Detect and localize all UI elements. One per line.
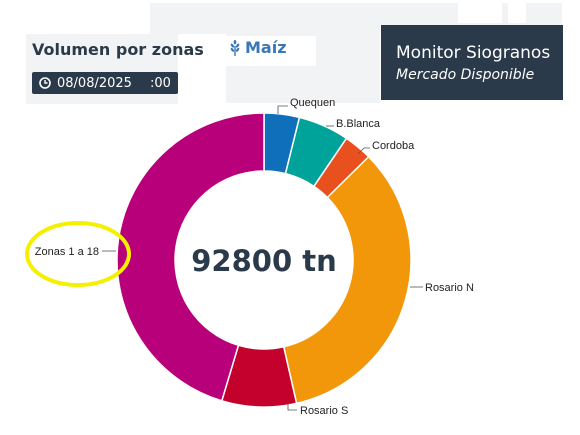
slice-label: Quequen [290, 97, 335, 109]
donut-slice-rosario-n[interactable] [282, 155, 412, 405]
slice-label: Zonas 1 a 18 [35, 246, 99, 258]
slice-label: B.Blanca [336, 118, 381, 130]
date-badge: 08/08/2025 :00 [32, 72, 178, 94]
wheat-icon [230, 39, 240, 56]
commodity-label: Maíz [245, 38, 287, 57]
brand-box: Monitor Siogranos Mercado Disponible [381, 25, 563, 100]
slice-label: Rosario N [425, 282, 474, 294]
donut-slice-zonas-1-a-18[interactable] [116, 112, 265, 402]
slice-connector-line [357, 147, 370, 155]
panel-title: Volumen por zonas [32, 40, 204, 59]
center-total-label: 92800 tn [191, 244, 337, 278]
commodity-selector[interactable]: Maíz [228, 38, 287, 57]
brand-subtitle: Mercado Disponible [396, 67, 535, 83]
slice-connector-line [287, 403, 297, 411]
header-gap [178, 34, 226, 104]
clock-icon [39, 77, 51, 89]
highlight-ellipse [25, 221, 131, 287]
header-gap [508, 3, 526, 23]
header-gap [458, 3, 502, 23]
slice-label: Rosario S [300, 405, 348, 417]
slice-connector-line [277, 105, 288, 114]
date-text: 08/08/2025 [57, 75, 132, 91]
slice-label: Cordoba [372, 140, 415, 152]
time-text: :00 [149, 75, 171, 91]
header-gap [226, 36, 316, 66]
brand-title: Monitor Siogranos [396, 43, 551, 63]
